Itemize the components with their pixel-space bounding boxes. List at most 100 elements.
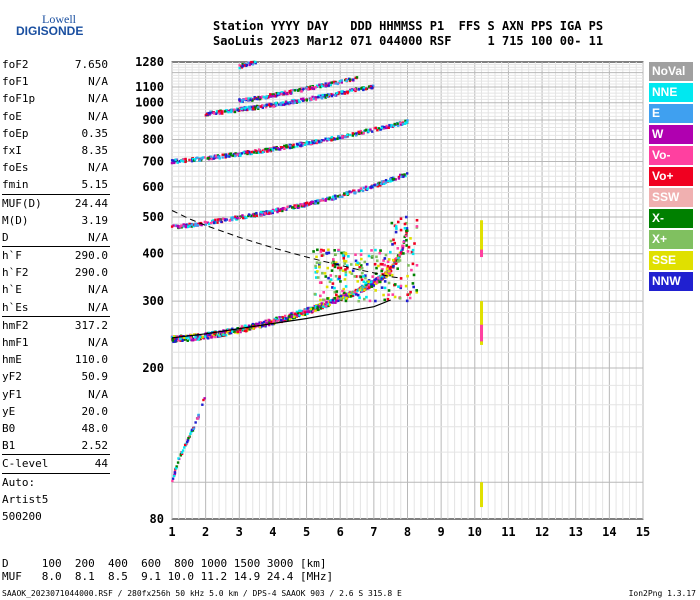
echo-point — [190, 335, 194, 338]
echo-point — [177, 339, 180, 342]
echo-point — [367, 279, 371, 282]
echo-point — [347, 293, 351, 296]
echo-point — [273, 104, 277, 108]
param-label: M(D) — [2, 213, 29, 227]
echo-point — [375, 183, 379, 186]
echo-point — [373, 127, 376, 130]
echo-point — [334, 253, 337, 256]
echo-point — [386, 297, 390, 301]
echo-point — [389, 265, 393, 269]
echo-point — [228, 219, 231, 222]
echo-point — [192, 223, 196, 226]
echo-point — [327, 197, 331, 201]
param-value: N/A — [88, 92, 108, 106]
echo-point — [261, 151, 264, 154]
echo-point — [249, 62, 252, 65]
echo-point — [196, 336, 199, 339]
echo-point — [214, 335, 217, 339]
echo-point — [320, 302, 323, 305]
echo-point — [377, 264, 380, 268]
echo-point — [405, 231, 408, 234]
echo-point — [351, 132, 355, 135]
echo-point — [275, 148, 278, 151]
echo-point — [317, 308, 320, 312]
echo-point — [176, 161, 179, 164]
echo-point — [254, 149, 258, 153]
echo-point — [286, 318, 289, 321]
echo-point — [331, 282, 335, 285]
echo-point — [201, 403, 204, 406]
echo-point — [268, 321, 271, 324]
echo-point — [295, 142, 299, 146]
echo-point — [366, 285, 369, 288]
echo-point — [230, 110, 233, 113]
echo-point — [179, 454, 183, 457]
echo-point — [259, 210, 263, 214]
echo-point — [336, 277, 340, 281]
echo-point — [312, 309, 315, 313]
version-label: Ion2Png 1.3.17 — [628, 589, 696, 598]
echo-point — [311, 307, 315, 310]
echo-point — [379, 184, 382, 187]
echo-point — [383, 298, 387, 302]
echo-point — [251, 63, 255, 66]
echo-point — [249, 214, 253, 217]
echo-point — [396, 122, 399, 125]
param-value: 110.0 — [74, 353, 108, 367]
echo-point — [180, 451, 184, 454]
echo-point — [190, 338, 194, 342]
echo-point — [189, 336, 193, 340]
legend-item-sse: SSE — [649, 251, 693, 270]
echo-point — [206, 221, 209, 224]
echo-point — [221, 112, 224, 115]
echo-point — [354, 259, 358, 263]
echo-point — [338, 275, 341, 278]
echo-point — [225, 155, 228, 158]
echo-point — [339, 294, 343, 298]
param-row: 500200 — [2, 508, 110, 525]
echo-point — [405, 215, 408, 219]
echo-point — [302, 87, 305, 91]
echo-point — [309, 142, 312, 146]
echo-point — [263, 149, 266, 152]
echo-point — [334, 296, 338, 299]
echo-point — [238, 64, 241, 67]
echo-point — [392, 124, 396, 128]
echo-point — [173, 159, 176, 163]
echo-point — [216, 335, 220, 338]
echo-point — [271, 320, 275, 324]
echo-point — [282, 146, 285, 149]
echo-point — [406, 274, 409, 278]
echo-point — [174, 224, 178, 227]
echo-point — [309, 202, 313, 206]
echo-point — [344, 135, 347, 139]
param-row: hmF1 N/A — [2, 334, 110, 351]
echo-point — [324, 198, 327, 202]
echo-point — [227, 110, 230, 114]
echo-point — [204, 335, 207, 338]
echo-point — [338, 295, 341, 299]
echo-point — [247, 213, 251, 216]
echo-point — [186, 225, 190, 228]
echo-point — [324, 137, 327, 141]
echo-point — [269, 104, 272, 108]
echo-point — [210, 336, 213, 339]
echo-point — [382, 259, 385, 262]
echo-point — [404, 119, 407, 122]
echo-point — [333, 265, 337, 269]
echo-point — [238, 328, 242, 332]
echo-point — [321, 298, 325, 302]
echo-point — [267, 103, 271, 107]
echo-point — [286, 102, 289, 105]
ordinary-trace-line — [171, 299, 391, 339]
echo-point — [248, 326, 252, 330]
echo-point — [238, 99, 242, 103]
echo-point — [396, 267, 399, 270]
echo-point — [240, 325, 244, 328]
echo-point — [341, 269, 345, 273]
echo-point — [253, 151, 256, 154]
echo-point — [336, 195, 339, 198]
echo-point — [330, 269, 334, 272]
echo-point — [393, 283, 397, 286]
echo-point — [190, 428, 194, 432]
